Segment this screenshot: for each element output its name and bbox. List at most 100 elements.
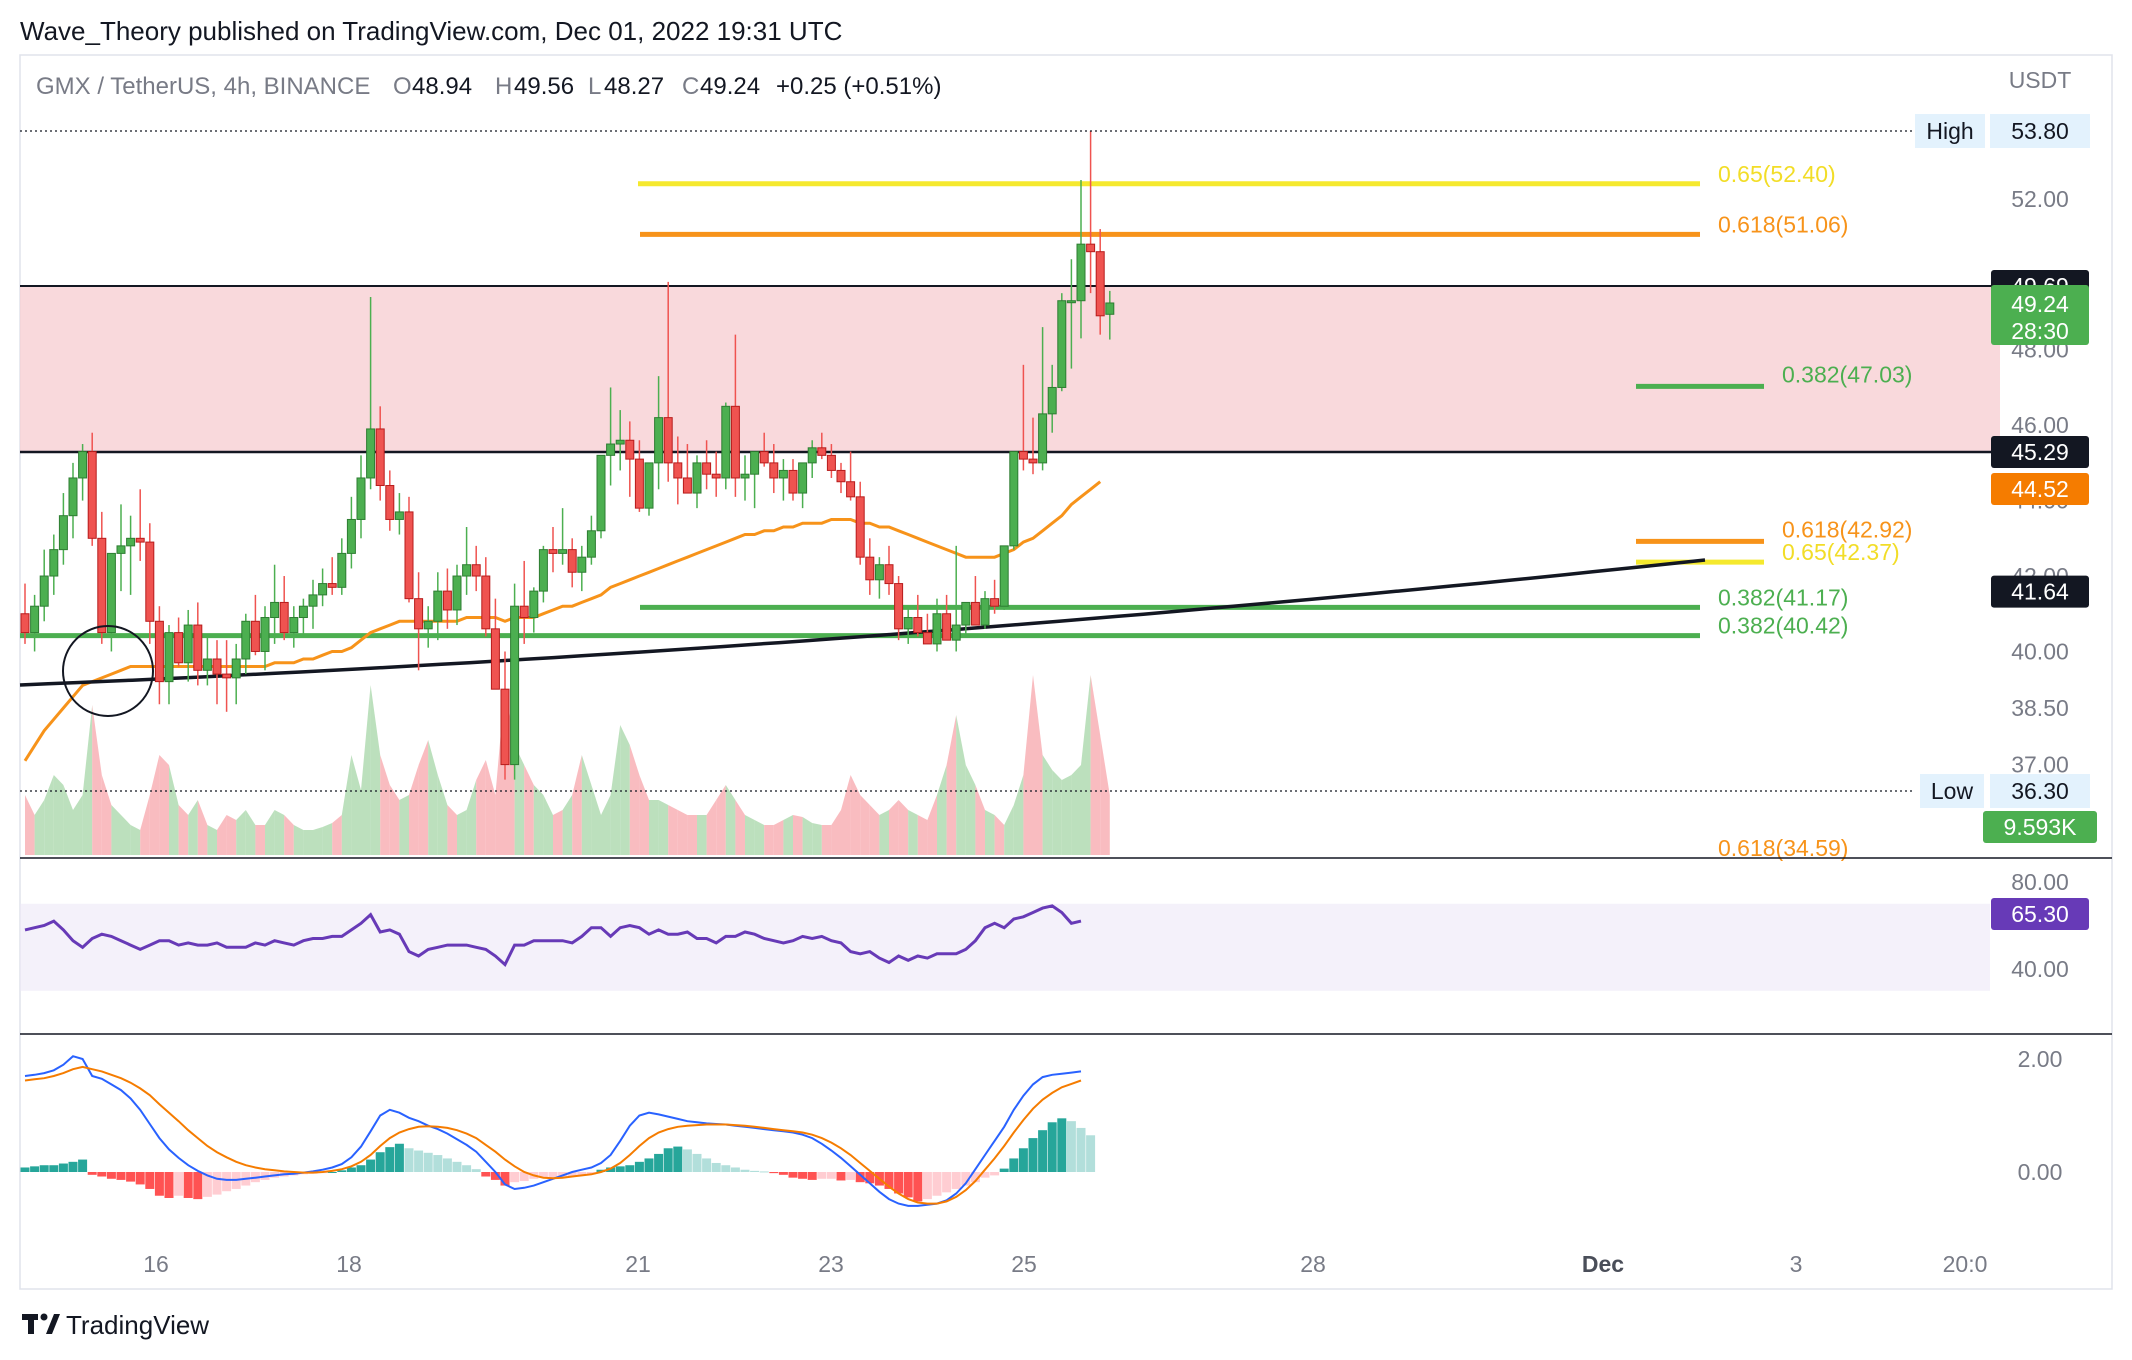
candle-37 (375, 406, 385, 501)
candle-83 (817, 432, 827, 460)
candle-body (500, 688, 510, 766)
volume-segment (821, 825, 832, 855)
candle-body (663, 417, 673, 464)
volume-segment (44, 775, 54, 855)
candle-body (711, 473, 721, 479)
candle-body (212, 658, 222, 675)
macd-hist-bar (87, 1172, 97, 1175)
macd-hist-bar (913, 1172, 923, 1202)
candle-63 (625, 421, 635, 497)
macd-hist-bar (106, 1172, 116, 1179)
macd-hist-bar (375, 1152, 385, 1172)
candle-body (586, 530, 596, 558)
volume-segment (399, 795, 409, 855)
badge-volume-text: 9.593K (2004, 814, 2078, 840)
volume-segment (812, 823, 822, 855)
volume-segment (101, 775, 112, 855)
candle-76 (750, 451, 760, 509)
macd-hist-bar (654, 1153, 664, 1172)
candle-77 (759, 432, 769, 467)
volume-segment (1090, 675, 1101, 855)
candle-body (606, 443, 616, 456)
candle-body (807, 447, 817, 464)
candle-body (1009, 451, 1019, 547)
volume-segment (975, 785, 985, 855)
candle-15 (164, 625, 174, 705)
time-tick: 28 (1300, 1251, 1326, 1277)
candle-body (452, 575, 462, 611)
macd-hist-bar (174, 1172, 184, 1196)
candle-body (980, 598, 990, 626)
candle-body (1028, 458, 1038, 464)
macd-hist-bar (39, 1165, 49, 1172)
candle-58 (577, 545, 587, 592)
volume-segment (447, 805, 457, 855)
low-label: L (588, 73, 601, 100)
candle-61 (606, 387, 616, 486)
candle-body (558, 549, 568, 554)
close-label: C (682, 73, 699, 100)
macd-hist-bar (116, 1172, 126, 1180)
candle-22 (231, 643, 241, 705)
macd-hist-bar (500, 1172, 510, 1186)
time-tick: 23 (818, 1251, 844, 1277)
macd-hist-bar (826, 1172, 836, 1179)
candle-106 (1038, 327, 1048, 471)
candle-body (356, 477, 366, 520)
candle-body (577, 556, 587, 573)
volume-segment (207, 825, 217, 855)
candle-92 (903, 606, 913, 644)
volume-segment (802, 817, 813, 855)
volume-segment (898, 800, 909, 855)
time-tick: 3 (1790, 1251, 1803, 1277)
candle-body (126, 537, 136, 547)
candle-body (865, 556, 875, 581)
candle-110 (1076, 180, 1086, 339)
macd-hist-bar (385, 1147, 395, 1172)
macd-hist-bar (903, 1172, 913, 1198)
candle-46 (462, 527, 472, 595)
volume-segment (1052, 770, 1062, 855)
candle-body (270, 601, 280, 619)
candle-body (615, 439, 625, 445)
macd-hist-bar (423, 1152, 433, 1172)
candle-25 (260, 606, 270, 671)
candle-body (279, 601, 289, 634)
candle-body (481, 575, 491, 630)
macd-hist-bar (798, 1172, 808, 1179)
candle-body (462, 564, 472, 577)
low-value: 48.27 (604, 73, 664, 100)
candle-body (1018, 451, 1028, 460)
candle-body (798, 462, 808, 494)
volume-segment (361, 685, 371, 855)
candle-97 (951, 545, 961, 652)
candle-body (903, 617, 913, 630)
open-value: 48.94 (412, 73, 472, 100)
macd-hist-bar (807, 1172, 817, 1180)
candle-body (826, 454, 836, 471)
chart-frame (19, 54, 2113, 1290)
rsi-band (20, 903, 1990, 991)
macd-hist-bar (548, 1172, 558, 1178)
candle-40 (404, 496, 414, 603)
candle-body (20, 613, 30, 634)
candle-body (730, 405, 740, 479)
badge-zone-bottom: 45.29 (1991, 435, 2089, 468)
candle-body (106, 552, 116, 634)
candle-18 (193, 602, 203, 686)
volume-segment (927, 795, 937, 855)
volume-segment (217, 815, 227, 855)
candle-13 (145, 523, 155, 644)
macd-hist-bar (452, 1161, 462, 1172)
macd-hist-bar (212, 1172, 222, 1195)
volume-segment (985, 810, 995, 855)
macd-hist-bar (855, 1172, 865, 1183)
volume-segment (303, 830, 313, 855)
volume-segment (1033, 675, 1043, 855)
candle-body (961, 601, 971, 626)
volume-segment (418, 740, 429, 855)
fib-label-0: 0.65(52.40) (1718, 161, 1836, 187)
volume-segment (697, 815, 707, 855)
volume-segment (73, 795, 83, 855)
